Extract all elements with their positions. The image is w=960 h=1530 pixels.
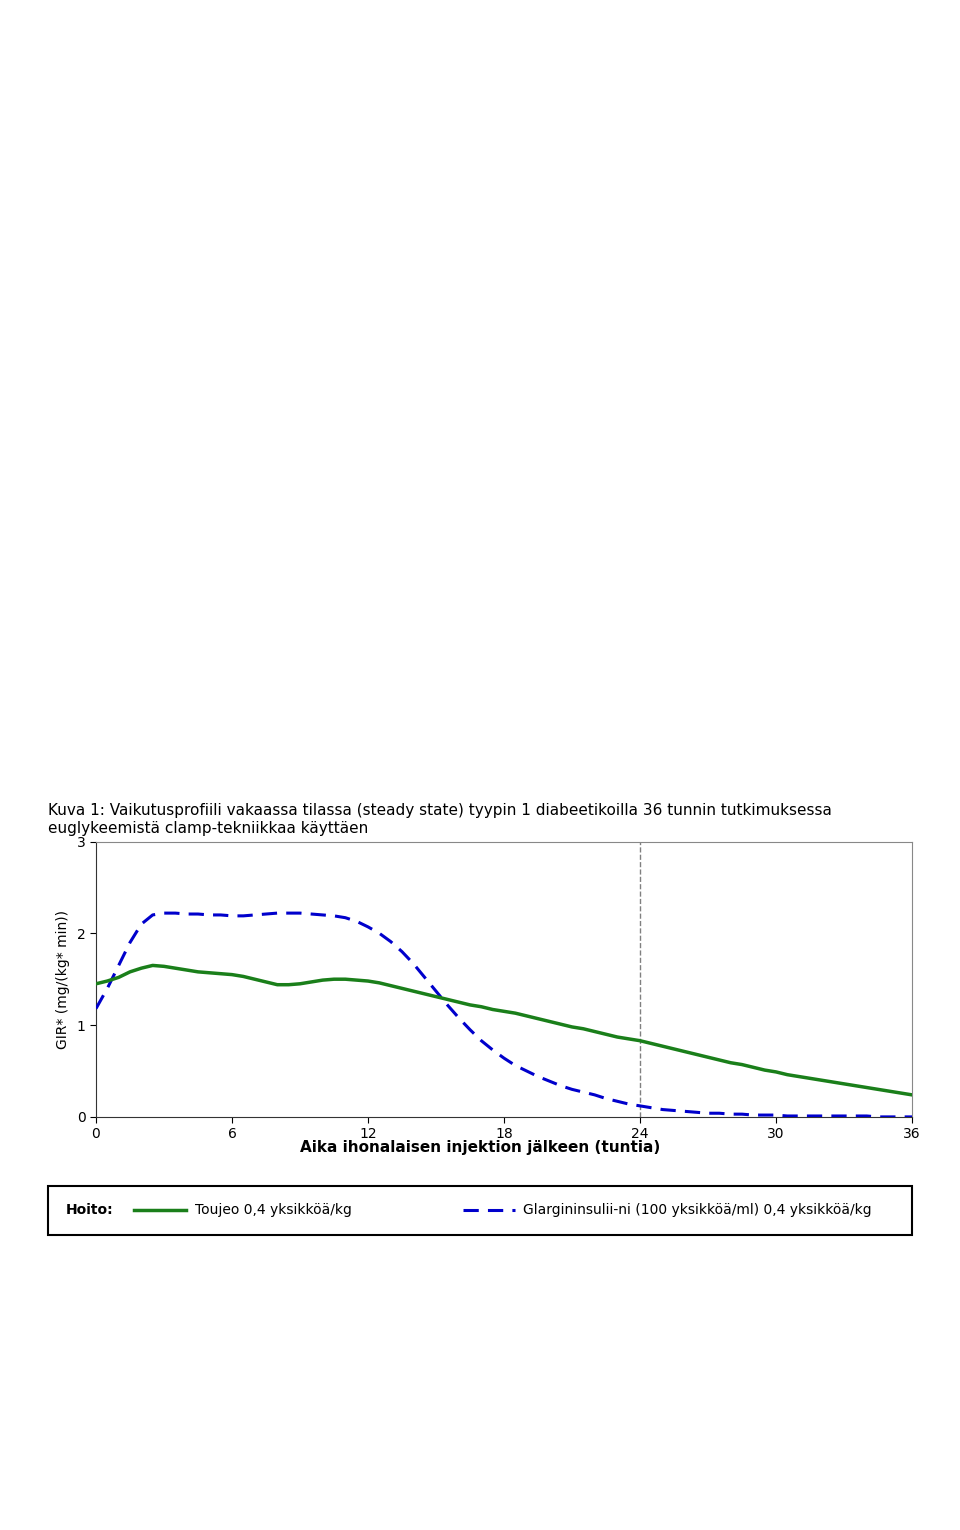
Text: Kuva 1: Vaikutusprofiili vakaassa tilassa (steady state) tyypin 1 diabeetikoilla: Kuva 1: Vaikutusprofiili vakaassa tilass…	[48, 803, 832, 835]
Text: Hoito:: Hoito:	[65, 1203, 113, 1218]
FancyBboxPatch shape	[48, 1186, 912, 1235]
Y-axis label: GIR* (mg/(kg* min)): GIR* (mg/(kg* min))	[56, 910, 70, 1048]
Text: Toujeo 0,4 yksikköä/kg: Toujeo 0,4 yksikköä/kg	[195, 1203, 351, 1218]
Text: Aika ihonalaisen injektion jälkeen (tuntia): Aika ihonalaisen injektion jälkeen (tunt…	[300, 1140, 660, 1155]
Text: Glargininsulii­ni (100 yksikköä/ml) 0,4 yksikköä/kg: Glargininsulii­ni (100 yksikköä/ml) 0,4 …	[523, 1203, 872, 1218]
